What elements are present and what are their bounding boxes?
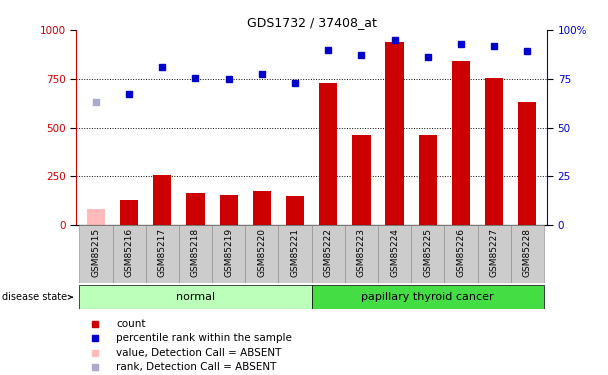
Bar bbox=[452, 61, 470, 225]
Bar bbox=[186, 193, 204, 225]
Bar bbox=[219, 195, 238, 225]
FancyBboxPatch shape bbox=[345, 225, 378, 283]
Text: GSM85224: GSM85224 bbox=[390, 228, 399, 277]
Text: GSM85216: GSM85216 bbox=[125, 228, 134, 277]
Text: disease state: disease state bbox=[1, 292, 72, 302]
Text: GSM85217: GSM85217 bbox=[158, 228, 167, 277]
Text: papillary thyroid cancer: papillary thyroid cancer bbox=[361, 292, 494, 302]
Text: percentile rank within the sample: percentile rank within the sample bbox=[116, 333, 292, 343]
Text: GSM85223: GSM85223 bbox=[357, 228, 366, 277]
FancyBboxPatch shape bbox=[411, 225, 444, 283]
Bar bbox=[419, 135, 437, 225]
FancyBboxPatch shape bbox=[278, 225, 311, 283]
Bar bbox=[87, 209, 105, 225]
Text: value, Detection Call = ABSENT: value, Detection Call = ABSENT bbox=[116, 348, 282, 358]
Bar bbox=[153, 175, 171, 225]
FancyBboxPatch shape bbox=[179, 225, 212, 283]
Text: GSM85219: GSM85219 bbox=[224, 228, 233, 277]
Bar bbox=[352, 135, 370, 225]
Bar bbox=[518, 102, 536, 225]
FancyBboxPatch shape bbox=[212, 225, 245, 283]
Text: normal: normal bbox=[176, 292, 215, 302]
FancyBboxPatch shape bbox=[378, 225, 411, 283]
Text: GSM85225: GSM85225 bbox=[423, 228, 432, 277]
FancyBboxPatch shape bbox=[146, 225, 179, 283]
FancyBboxPatch shape bbox=[245, 225, 278, 283]
Text: rank, Detection Call = ABSENT: rank, Detection Call = ABSENT bbox=[116, 362, 277, 372]
Bar bbox=[485, 78, 503, 225]
FancyBboxPatch shape bbox=[477, 225, 511, 283]
FancyBboxPatch shape bbox=[79, 225, 112, 283]
FancyBboxPatch shape bbox=[444, 225, 477, 283]
Text: count: count bbox=[116, 319, 145, 328]
FancyBboxPatch shape bbox=[79, 285, 311, 309]
Text: GSM85220: GSM85220 bbox=[257, 228, 266, 277]
FancyBboxPatch shape bbox=[112, 225, 146, 283]
Text: GSM85215: GSM85215 bbox=[91, 228, 100, 277]
Title: GDS1732 / 37408_at: GDS1732 / 37408_at bbox=[247, 16, 376, 29]
Text: GSM85221: GSM85221 bbox=[291, 228, 300, 277]
Text: GSM85227: GSM85227 bbox=[489, 228, 499, 277]
Bar bbox=[319, 82, 337, 225]
FancyBboxPatch shape bbox=[311, 285, 544, 309]
Text: GSM85218: GSM85218 bbox=[191, 228, 200, 277]
Text: GSM85222: GSM85222 bbox=[323, 228, 333, 277]
Text: GSM85228: GSM85228 bbox=[523, 228, 532, 277]
Bar bbox=[385, 42, 404, 225]
Text: GSM85226: GSM85226 bbox=[457, 228, 465, 277]
FancyBboxPatch shape bbox=[511, 225, 544, 283]
Bar bbox=[120, 200, 138, 225]
Bar bbox=[253, 191, 271, 225]
FancyBboxPatch shape bbox=[311, 225, 345, 283]
Bar bbox=[286, 196, 304, 225]
